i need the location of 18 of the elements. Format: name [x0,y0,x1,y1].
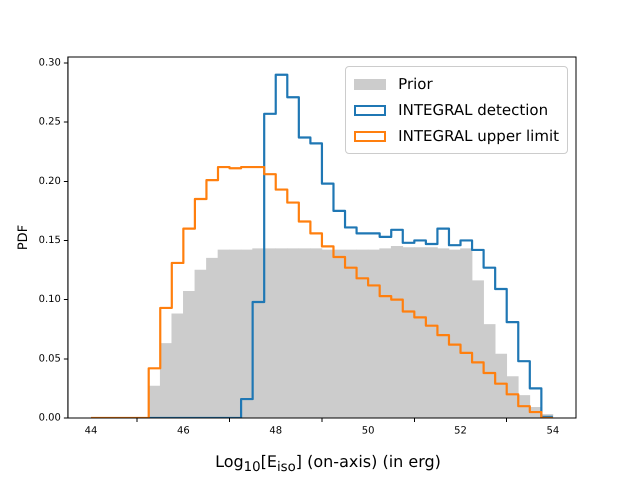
y-tick-label: 0.25 [38,116,61,128]
legend-label: INTEGRAL detection [398,101,548,119]
y-tick-label: 0.20 [38,176,61,187]
legend-label: INTEGRAL upper limit [398,127,559,145]
x-tick-label: 54 [546,426,560,437]
x-tick-label: 50 [362,426,374,437]
x-tick-label: 46 [176,426,190,437]
legend-label: Prior [398,75,433,93]
y-tick-label: 0.00 [38,412,61,424]
y-tick-label: 0.30 [38,58,61,69]
y-tick-label: 0.10 [38,294,61,306]
y-tick-label: 0.15 [38,235,61,246]
x-tick-label: 52 [454,426,467,437]
x-tick-label: 44 [84,426,98,437]
x-axis-title: Log$_{10}$[E$_{iso}$] (on-axis) (in erg) [214,452,442,476]
x-tick-label: 48 [269,426,282,437]
y-axis-title: PDF [16,224,32,250]
y-tick-label: 0.05 [38,353,61,364]
